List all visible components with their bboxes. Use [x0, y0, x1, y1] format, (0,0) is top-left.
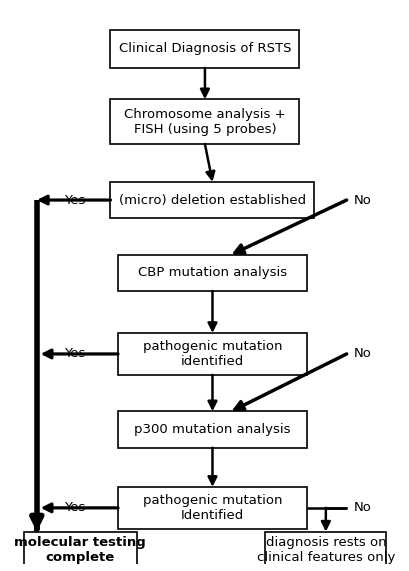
Text: Yes: Yes	[64, 194, 85, 207]
Text: Chromosome analysis +
FISH (using 5 probes): Chromosome analysis + FISH (using 5 prob…	[124, 108, 285, 136]
Text: CBP mutation analysis: CBP mutation analysis	[137, 266, 286, 279]
Text: pathogenic mutation
identified: pathogenic mutation identified	[142, 340, 281, 368]
Text: No: No	[353, 194, 371, 207]
FancyBboxPatch shape	[110, 99, 299, 144]
FancyBboxPatch shape	[110, 182, 314, 218]
FancyBboxPatch shape	[265, 532, 385, 568]
Text: (micro) deletion established: (micro) deletion established	[119, 194, 305, 207]
Text: No: No	[353, 501, 371, 514]
Text: p300 mutation analysis: p300 mutation analysis	[134, 423, 290, 436]
Text: molecular testing
complete: molecular testing complete	[14, 536, 146, 564]
FancyBboxPatch shape	[118, 411, 306, 448]
FancyBboxPatch shape	[118, 255, 306, 291]
Text: Yes: Yes	[64, 347, 85, 360]
FancyBboxPatch shape	[110, 30, 299, 68]
Text: diagnosis rests on
clinical features only: diagnosis rests on clinical features onl…	[256, 536, 394, 564]
FancyBboxPatch shape	[24, 532, 137, 568]
Text: Clinical Diagnosis of RSTS: Clinical Diagnosis of RSTS	[118, 42, 290, 55]
Text: No: No	[353, 347, 371, 360]
Text: pathogenic mutation
Identified: pathogenic mutation Identified	[142, 494, 281, 522]
FancyBboxPatch shape	[118, 487, 306, 529]
FancyBboxPatch shape	[118, 333, 306, 375]
Text: Yes: Yes	[64, 501, 85, 514]
